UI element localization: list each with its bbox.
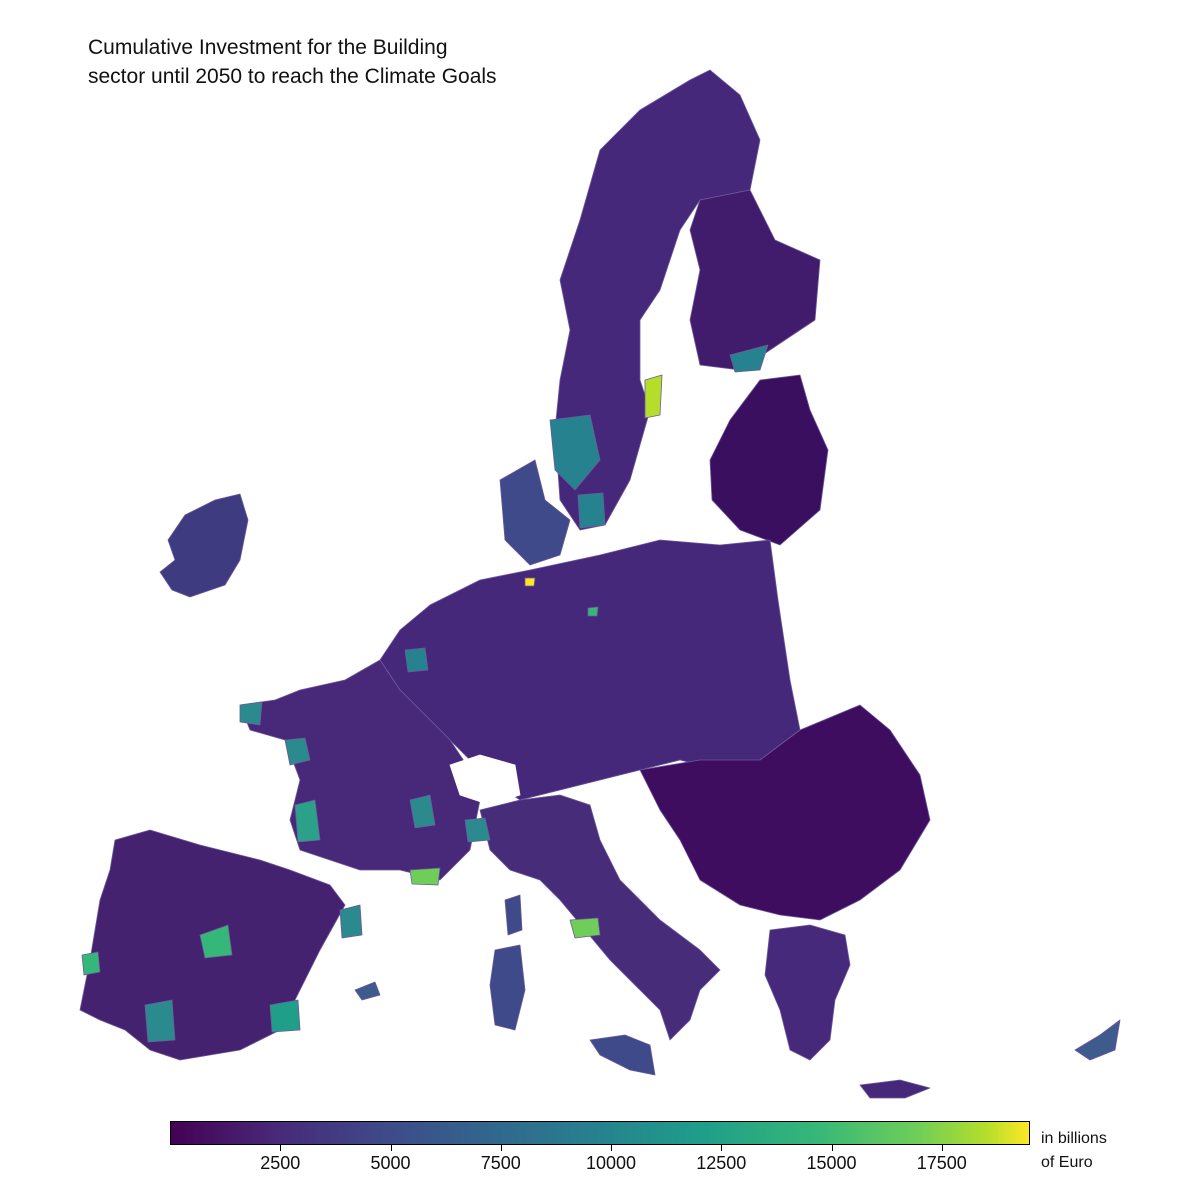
region-switzerland-gap <box>449 754 521 806</box>
colorbar-tick-mark <box>390 1145 392 1151</box>
colorbar <box>170 1121 1030 1145</box>
region-milan <box>464 817 491 843</box>
region-genoa <box>409 867 441 886</box>
colorbar-tick-label: 5000 <box>370 1153 411 1173</box>
colorbar-tick-label: 17500 <box>916 1153 967 1173</box>
region-baltics <box>709 374 829 546</box>
colorbar-tick-mark <box>831 1145 833 1151</box>
region-denmark <box>499 459 571 566</box>
region-hamburg <box>524 577 536 587</box>
region-balearic <box>354 981 381 1001</box>
map-title: Cumulative Investment for the Building s… <box>88 36 497 88</box>
colorbar-unit-label: in billions of Euro <box>1041 1127 1107 1175</box>
colorbar-tick-label: 15000 <box>806 1153 857 1173</box>
eu-choropleth-map <box>79 69 1121 1099</box>
region-corsica <box>504 894 523 936</box>
region-sardinia <box>489 944 526 1031</box>
region-bordeaux <box>294 799 321 843</box>
colorbar-tick-label: 10000 <box>585 1153 637 1173</box>
region-lisbon <box>81 951 101 976</box>
region-cyprus <box>1074 1019 1121 1061</box>
region-paris <box>284 737 311 766</box>
region-randstad <box>404 647 429 673</box>
region-crete <box>859 1079 931 1099</box>
region-berlin <box>587 606 599 617</box>
region-stockholm <box>644 374 663 419</box>
region-finland <box>689 189 821 371</box>
colorbar-tick-label: 7500 <box>480 1153 521 1173</box>
region-west-sweden <box>549 414 601 491</box>
colorbar-tick-label: 12500 <box>696 1153 747 1173</box>
region-rome <box>569 917 601 939</box>
region-lyon <box>409 794 436 829</box>
unit-line1: in billions <box>1041 1130 1107 1147</box>
colorbar-tick-mark <box>611 1145 613 1151</box>
unit-line2: of Euro <box>1041 1154 1093 1171</box>
region-sicily <box>589 1034 656 1076</box>
colorbar-tick-mark <box>500 1145 502 1151</box>
region-italy <box>479 794 721 1041</box>
colorbar-tick-mark <box>721 1145 723 1151</box>
region-helsinki <box>729 344 769 373</box>
region-ireland <box>159 493 249 598</box>
region-valencia <box>269 999 301 1033</box>
colorbar-tick-mark <box>280 1145 282 1151</box>
region-barcelona <box>339 904 363 939</box>
region-eastern-europe <box>639 704 931 921</box>
region-sweden <box>554 69 761 531</box>
colorbar-tick-mark <box>941 1145 943 1151</box>
region-brittany-coast <box>239 701 263 726</box>
region-seville <box>144 999 176 1043</box>
region-skane <box>577 492 606 529</box>
region-madrid <box>199 924 233 959</box>
region-greece <box>764 924 851 1061</box>
colorbar-tick-label: 2500 <box>260 1153 301 1173</box>
